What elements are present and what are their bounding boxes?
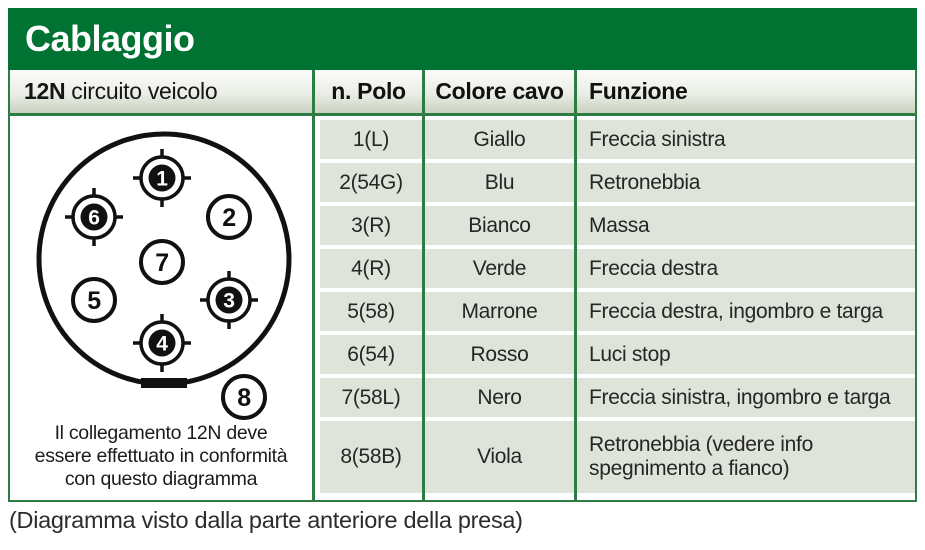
svg-text:6: 6: [88, 207, 99, 230]
circuit-label: circuito veicolo: [71, 78, 218, 104]
polo-cell: 7(58L): [320, 378, 422, 417]
svg-text:4: 4: [156, 333, 168, 356]
section-banner: Cablaggio: [8, 8, 917, 70]
colore-cell: Blu: [425, 163, 574, 202]
socket-notch: [141, 378, 187, 388]
funzione-cell: Retronebbia: [577, 163, 915, 202]
polo-cell: 3(R): [320, 206, 422, 245]
polo-cell: 1(L): [320, 120, 422, 159]
polo-cell: 2(54G): [320, 163, 422, 202]
pin-4-icon: 4: [133, 314, 191, 372]
pin-8-icon: 8: [221, 374, 267, 420]
connector-panel-header: 12N circuito veicolo: [10, 70, 312, 116]
colore-cell: Verde: [425, 249, 574, 288]
connector-socket-icon: 1 2 6 7 5 3 4 8: [36, 131, 292, 420]
connector-diagram: 1 2 6 7 5 3 4 8: [10, 116, 312, 422]
funzione-cell: Luci stop: [577, 335, 915, 374]
connector-panel: 12N circuito veicolo 1 2 6 7 5 3 4 8 Il collega…: [10, 70, 315, 500]
connector-note-line: essere effettuato in conformità: [34, 445, 288, 467]
column-header-funzione: Funzione: [577, 70, 915, 116]
pin-7-icon: 7: [139, 239, 185, 285]
colore-cell: Nero: [425, 378, 574, 417]
funzione-cell: Massa: [577, 206, 915, 245]
svg-text:7: 7: [155, 249, 169, 277]
svg-text:3: 3: [223, 290, 234, 313]
polo-cell: 8(58B): [320, 421, 422, 493]
funzione-cell: Retronebbia (vedere info spegnimento a f…: [577, 421, 915, 493]
pin-3-icon: 3: [200, 271, 258, 329]
connector-note-line: con questo diagramma: [64, 468, 258, 490]
colore-cell: Viola: [425, 421, 574, 493]
column-funzione: Funzione Freccia sinistra Retronebbia Mass…: [574, 70, 915, 500]
circuit-code-label: 12N: [24, 78, 66, 104]
funzione-cell: Freccia destra: [577, 249, 915, 288]
svg-text:1: 1: [156, 168, 168, 191]
funzione-cell: Freccia sinistra: [577, 120, 915, 159]
column-header-colore: Colore cavo: [425, 70, 574, 116]
wiring-table: n. Polo 1(L) 2(54G) 3(R) 4(R) 5(58) 6(54) 7(58…: [315, 70, 915, 500]
pin-5-icon: 5: [71, 277, 117, 323]
connector-note-line: Il collegamento 12N deve: [54, 422, 268, 444]
page-title: Cablaggio: [25, 18, 195, 59]
svg-text:2: 2: [222, 204, 236, 232]
funzione-cell: Freccia destra, ingombro e targa: [577, 292, 915, 331]
colore-cell: Giallo: [425, 120, 574, 159]
connector-note: Il collegamento 12N deve essere effettua…: [10, 422, 312, 500]
pin-2-icon: 2: [206, 194, 252, 240]
pin-6-icon: 6: [65, 188, 123, 246]
pin-1-icon: 1: [133, 149, 191, 207]
svg-text:5: 5: [87, 287, 101, 315]
polo-cell: 4(R): [320, 249, 422, 288]
wiring-panel: 12N circuito veicolo 1 2 6 7 5 3 4 8 Il collega…: [8, 70, 917, 502]
column-header-polo: n. Polo: [315, 70, 422, 116]
column-colore: Colore cavo Giallo Blu Bianco Verde Marrone R…: [422, 70, 574, 500]
colore-cell: Marrone: [425, 292, 574, 331]
column-polo: n. Polo 1(L) 2(54G) 3(R) 4(R) 5(58) 6(54) 7(58…: [315, 70, 422, 500]
polo-cell: 6(54): [320, 335, 422, 374]
polo-cell: 5(58): [320, 292, 422, 331]
colore-cell: Bianco: [425, 206, 574, 245]
diagram-view-caption: (Diagramma visto dalla parte anteriore d…: [9, 507, 523, 533]
colore-cell: Rosso: [425, 335, 574, 374]
funzione-cell: Freccia sinistra, ingombro e targa: [577, 378, 915, 417]
svg-text:8: 8: [237, 384, 251, 412]
